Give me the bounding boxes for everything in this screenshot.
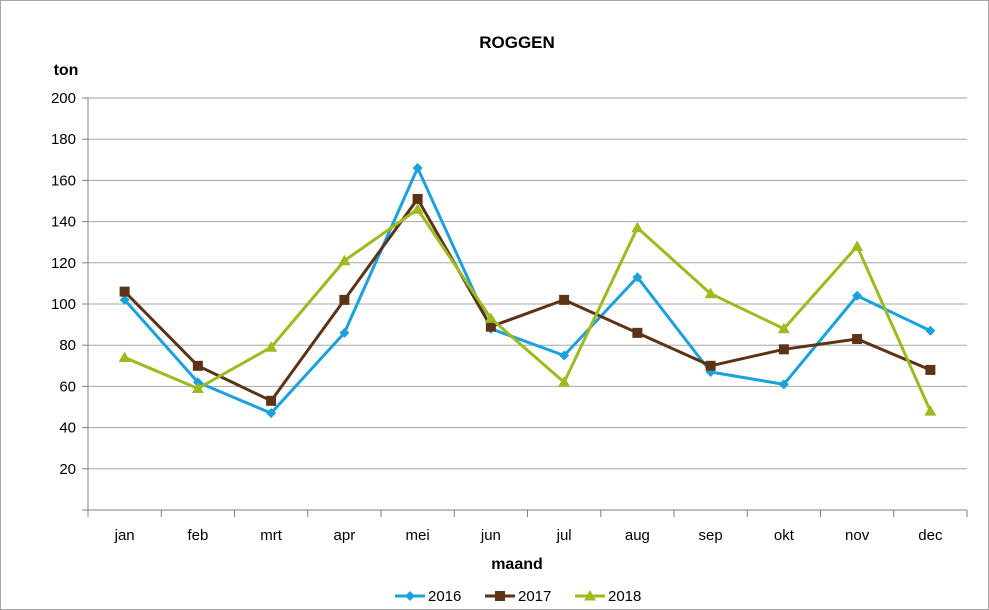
series-line-2017 xyxy=(123,197,931,403)
data-point-2016-apr xyxy=(339,327,350,338)
x-tick-label-okt: okt xyxy=(774,527,795,544)
data-point-2018-mrt xyxy=(265,341,278,352)
y-tick-label: 120 xyxy=(51,255,76,272)
y-tick-labels: 20 40 60 80 100 120 140 160 180 200 xyxy=(51,90,76,478)
x-tick-labels: jan feb mrt apr mei jun jul aug sep okt nov dec xyxy=(114,527,943,544)
data-point-2017-sep xyxy=(705,360,716,371)
y-tick-label: 100 xyxy=(51,296,76,313)
y-tick-label: 80 xyxy=(59,337,76,354)
y-tick-label: 140 xyxy=(51,214,76,231)
y-tick-label: 200 xyxy=(51,90,76,107)
y-tick-label: 60 xyxy=(59,378,76,395)
data-point-2016-mei xyxy=(412,163,423,174)
x-tick-label-apr: apr xyxy=(334,527,356,544)
x-tick-label-dec: dec xyxy=(918,527,943,544)
data-point-2017-okt xyxy=(778,344,789,355)
series-line-2016 xyxy=(123,166,932,415)
x-tick-label-feb: feb xyxy=(187,527,208,544)
data-point-2017-jul xyxy=(559,294,570,305)
x-tick-label-nov: nov xyxy=(845,527,870,544)
data-point-2017-apr xyxy=(339,294,350,305)
x-tick-label-aug: aug xyxy=(625,527,650,544)
chart-title: ROGGEN xyxy=(479,33,555,52)
data-point-2018-mei xyxy=(411,203,424,214)
data-point-2017-dec xyxy=(925,364,936,375)
series-2017 xyxy=(119,193,936,406)
data-point-2017-aug xyxy=(632,327,643,338)
legend-label-2017: 2017 xyxy=(518,588,551,605)
data-point-2018-apr xyxy=(338,254,351,266)
x-tick-label-jun: jun xyxy=(480,527,501,544)
data-point-2016-mrt xyxy=(266,408,277,419)
data-point-2017-mei xyxy=(412,193,423,204)
y-tick-label: 180 xyxy=(51,131,76,148)
series-2018 xyxy=(118,203,937,416)
legend-item-2018: 2018 xyxy=(575,588,641,605)
legend-marker-2017 xyxy=(495,591,505,601)
data-point-2016-jan xyxy=(119,294,130,305)
data-point-2016-feb xyxy=(192,377,203,388)
x-tick-label-jan: jan xyxy=(114,527,135,544)
legend-item-2017: 2017 xyxy=(485,588,551,605)
data-point-2018-dec xyxy=(924,405,937,416)
data-point-2016-dec xyxy=(925,325,936,336)
data-point-2016-nov xyxy=(852,290,863,301)
x-tick-label-jul: jul xyxy=(556,527,572,544)
data-point-2016-okt xyxy=(778,379,789,390)
x-tick-label-sep: sep xyxy=(699,527,723,544)
legend-item-2016: 2016 xyxy=(395,588,461,605)
y-tick-label: 20 xyxy=(59,461,76,478)
data-point-2017-nov xyxy=(852,334,863,345)
series-group xyxy=(118,163,937,419)
data-point-2018-sep xyxy=(704,287,717,299)
data-point-2018-feb xyxy=(191,382,204,393)
axes xyxy=(82,97,968,517)
data-point-2016-jul xyxy=(559,350,570,361)
x-tick-label-mrt: mrt xyxy=(260,527,282,544)
legend-label-2016: 2016 xyxy=(428,588,461,605)
y-tick-label: 160 xyxy=(51,172,76,189)
legend-label-2018: 2018 xyxy=(608,588,641,605)
legend: 2016 2017 2018 xyxy=(395,588,641,605)
x-tick-label-mei: mei xyxy=(406,527,430,544)
data-point-2018-okt xyxy=(777,322,790,334)
legend-marker-2016 xyxy=(405,591,415,601)
x-axis-label: maand xyxy=(491,556,543,573)
data-point-2017-mrt xyxy=(266,395,277,406)
data-point-2017-feb xyxy=(192,360,203,371)
data-point-2018-jul xyxy=(558,376,571,387)
data-point-2017-jan xyxy=(119,286,130,297)
series-2016 xyxy=(119,163,936,419)
data-point-2018-nov xyxy=(851,240,864,251)
data-point-2018-aug xyxy=(631,221,644,233)
gridlines xyxy=(88,97,967,470)
legend-marker-2018 xyxy=(584,590,596,601)
data-point-2018-jun xyxy=(484,312,497,323)
data-point-2016-aug xyxy=(632,272,643,283)
y-axis-label: ton xyxy=(54,62,79,79)
y-tick-label: 40 xyxy=(59,420,76,437)
data-point-2018-jan xyxy=(118,351,131,363)
data-point-2017-jun xyxy=(485,321,496,332)
series-line-2018 xyxy=(124,207,932,412)
